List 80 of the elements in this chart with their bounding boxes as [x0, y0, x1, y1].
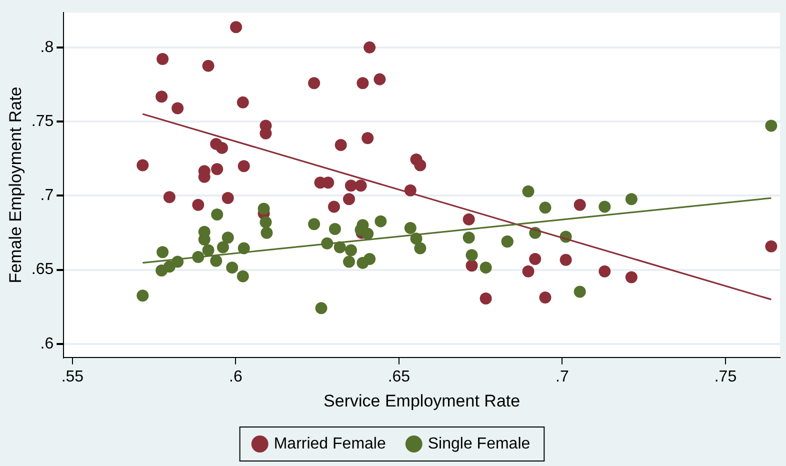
point	[574, 198, 586, 211]
point	[328, 223, 341, 236]
x-tick-label: .65	[388, 368, 410, 386]
point	[211, 163, 224, 176]
x-tick-label: .6	[229, 368, 242, 386]
point	[216, 241, 229, 254]
point	[236, 96, 249, 108]
point	[343, 256, 356, 268]
point	[765, 120, 778, 132]
y-tick-label: .6	[40, 335, 54, 352]
point	[462, 232, 475, 244]
point	[414, 159, 426, 172]
point	[238, 160, 250, 172]
point	[156, 90, 168, 103]
point	[308, 218, 320, 230]
point	[480, 292, 492, 305]
point	[560, 254, 572, 266]
point	[404, 222, 416, 234]
point	[529, 252, 542, 265]
point	[344, 244, 357, 256]
point	[364, 252, 376, 265]
point	[202, 60, 214, 72]
point	[222, 232, 234, 244]
point	[414, 242, 426, 254]
point	[236, 270, 249, 282]
point	[625, 271, 638, 284]
point	[172, 102, 184, 114]
point	[210, 254, 222, 267]
x-tick-label: .7	[556, 368, 569, 386]
point	[598, 265, 611, 278]
point	[374, 73, 386, 86]
point	[260, 216, 272, 228]
point	[765, 240, 778, 252]
point	[374, 215, 387, 228]
point	[625, 193, 638, 206]
point	[308, 77, 320, 90]
point	[315, 302, 328, 314]
y-axis-title: Female Employment Rate	[6, 86, 25, 284]
x-tick-label: .55	[61, 368, 84, 386]
point	[334, 138, 347, 151]
x-tick-label: .75	[714, 368, 737, 386]
point	[356, 77, 369, 90]
point	[163, 191, 176, 204]
point	[598, 200, 611, 213]
point	[344, 180, 357, 192]
point	[258, 202, 270, 215]
point	[466, 249, 478, 262]
point	[328, 200, 340, 213]
point	[522, 185, 534, 198]
point	[192, 198, 204, 211]
y-tick-label: .65	[31, 261, 54, 278]
point	[539, 202, 552, 214]
point	[364, 41, 376, 54]
point	[362, 132, 374, 144]
point	[354, 180, 367, 192]
point	[156, 53, 169, 65]
point	[222, 192, 234, 204]
y-tick-label: .7	[40, 187, 54, 204]
legend-label: Married Female	[274, 435, 386, 452]
y-tick-label: .75	[31, 112, 54, 130]
point	[226, 262, 238, 274]
point	[230, 21, 242, 34]
legend-label: Single Female	[428, 435, 530, 452]
point	[480, 262, 492, 274]
point	[522, 265, 534, 278]
point	[136, 290, 149, 302]
point	[136, 159, 149, 172]
x-axis-title: Service Employment Rate	[324, 391, 520, 410]
point	[362, 228, 374, 240]
point	[462, 213, 475, 226]
y-tick-label: .8	[40, 38, 54, 56]
point	[343, 193, 356, 206]
point	[211, 208, 224, 220]
point	[466, 260, 478, 272]
point	[202, 244, 214, 256]
point	[156, 246, 169, 258]
point	[574, 286, 586, 298]
point	[260, 226, 273, 239]
point	[216, 142, 228, 154]
point	[539, 292, 552, 304]
